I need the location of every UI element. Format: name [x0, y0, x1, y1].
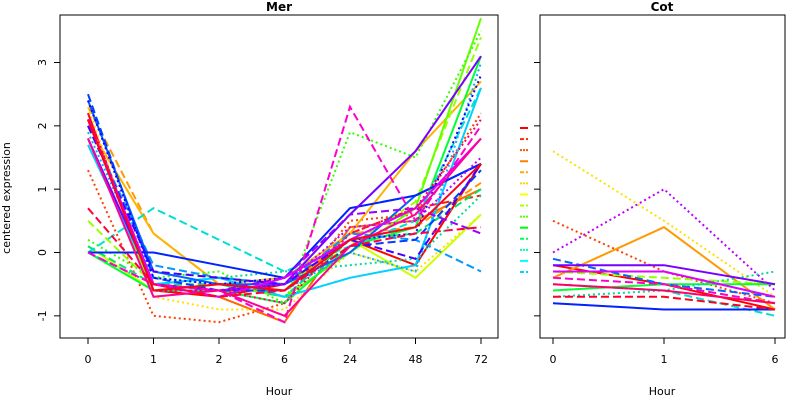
mer-series-line: [87, 112, 482, 305]
mer-series-line: [87, 87, 482, 273]
mer-x-axis-label: Hour: [266, 385, 293, 398]
cot-plot-frame: [539, 14, 786, 339]
cot-x-tick-label: 6: [772, 353, 779, 366]
cot-legend-swatches: [520, 127, 528, 273]
mer-series-line: [87, 119, 482, 292]
cot-panel-title: Cot: [651, 0, 674, 14]
cot-series-line: [552, 150, 776, 298]
cot-series-line: [552, 270, 776, 286]
cot-series-line: [552, 276, 776, 305]
mer-x-tick-label: 6: [281, 353, 288, 366]
mer-panel: Mer Hour 0 1 2 6 24 48 72 -1 0 1 2 3: [36, 0, 499, 398]
mer-series-line: [87, 106, 482, 292]
cot-x-axis-label: Hour: [649, 385, 676, 398]
cot-series-line: [552, 187, 776, 292]
cot-series-line: [552, 302, 775, 311]
mer-x-tick-label: 24: [343, 353, 357, 366]
mer-series-line: [87, 30, 482, 305]
mer-y-tick-label: 2: [36, 122, 49, 129]
cot-x-tick-label: 0: [550, 353, 557, 366]
cot-y-ticks: [534, 62, 540, 317]
mer-y-tick-label: 0: [36, 249, 49, 256]
cot-series-lines: [552, 150, 776, 317]
mer-x-tick-label: 48: [409, 353, 423, 366]
mer-x-ticks: 0 1 2 6 24 48 72: [85, 338, 488, 366]
cot-x-tick-label: 1: [661, 353, 668, 366]
cot-series-line: [552, 219, 776, 305]
cot-series-line: [553, 295, 776, 311]
mer-y-tick-label: 1: [36, 186, 49, 193]
mer-x-tick-label: 1: [150, 353, 157, 366]
cot-panel: Cot Hour 0 1 6: [520, 0, 786, 398]
y-axis-label: centered expression: [0, 142, 13, 254]
cot-series-line: [553, 264, 776, 286]
cot-series-line: [553, 270, 776, 298]
mer-x-tick-label: 0: [85, 353, 92, 366]
mer-y-tick-label: 3: [36, 59, 49, 66]
mer-x-tick-label: 72: [474, 353, 488, 366]
cot-series-line: [552, 283, 776, 305]
mer-plot-frame: [59, 14, 499, 339]
mer-panel-title: Mer: [266, 0, 292, 14]
mer-y-tick-label: -1: [36, 310, 49, 321]
mer-series-lines: [87, 17, 482, 324]
mer-series-line: [87, 137, 482, 317]
mer-y-ticks: -1 0 1 2 3: [36, 59, 60, 321]
cot-x-ticks: 0 1 6: [550, 338, 779, 366]
mer-x-tick-label: 2: [216, 353, 223, 366]
